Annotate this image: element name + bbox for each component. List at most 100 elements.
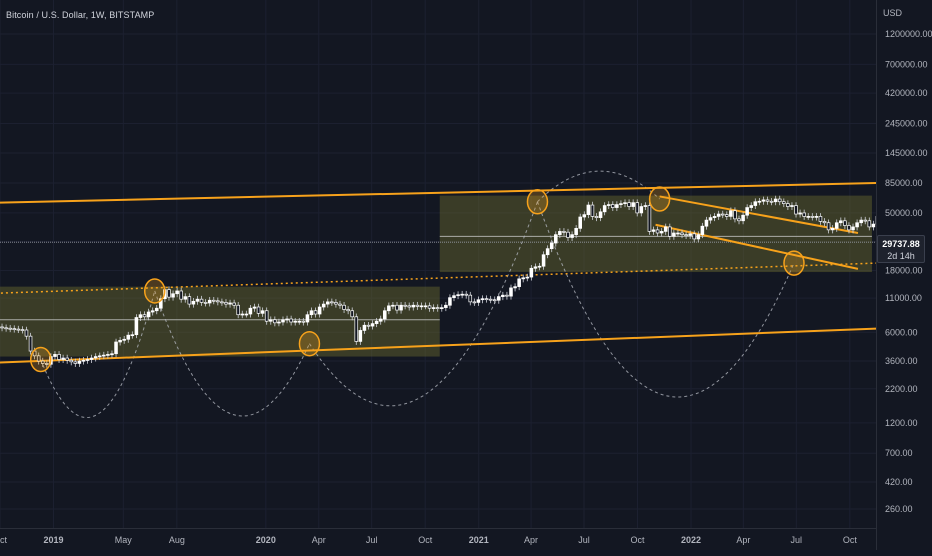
y-tick-label: 260.00 [885,504,913,514]
candle-down [566,231,570,238]
candle-up [106,354,110,356]
price-chart[interactable] [0,0,876,528]
candle-up [85,359,90,361]
range-box-2019 [0,286,440,357]
candle-down [216,300,220,303]
candle-up [374,320,379,324]
candle-up [497,296,501,301]
candle-up [444,304,448,308]
candle-up [834,222,839,229]
y-tick-label: 1200000.00 [885,29,932,39]
bar-countdown: 2d 14h [887,251,915,261]
candle-up [615,204,619,208]
candle-up [456,294,460,297]
candle-down [802,212,806,217]
y-tick-label: 18000.00 [885,265,923,275]
candle-up [798,212,802,215]
candle-up [549,242,554,250]
x-tick-label: Oct [843,535,858,545]
candle-up [578,216,582,229]
candle-down [484,298,489,301]
candle-up [700,225,705,235]
candle-down [680,232,684,235]
candle-up [712,216,717,218]
candle-down [505,294,509,297]
candle-down [73,361,78,364]
candle-down [313,310,318,315]
candle-up [61,357,65,360]
projection-arc-1 [154,290,310,417]
candle-down [627,202,631,207]
candle-up [423,305,428,308]
candle-up [440,307,444,309]
candle-up [761,199,766,202]
candle-down [427,305,432,309]
x-tick-label: Oct [0,535,7,545]
candle-up [195,298,200,302]
price-axis[interactable]: 260.00 420.00 700.00 1200.00 2200.00 3600.00 6… [876,0,932,550]
candle-down [468,294,473,303]
candle-down [203,302,208,304]
candle-up [268,319,273,322]
x-tick-label: 2020 [256,535,276,545]
candle-up [513,286,517,289]
candle-down [635,202,639,214]
candle-down [69,359,74,363]
candle-down [863,219,868,222]
mid-dotted-line [0,262,876,294]
candle-down [301,320,306,323]
projection-arc-2 [309,201,538,407]
candle-down [769,200,774,203]
candle-up [317,306,322,315]
candle-down [786,203,790,207]
candle-up [207,299,212,304]
x-tick-label: Oct [418,535,433,545]
candle-down [403,304,407,307]
candle-down [232,302,236,306]
candle-down [782,201,786,204]
candle-up [773,198,778,203]
y-tick-label: 2200.00 [885,384,918,394]
candle-up [806,216,811,218]
candle-down [342,304,346,310]
y-tick-label: 420000.00 [885,88,928,98]
candle-up [277,321,281,324]
candle-down [24,329,29,337]
candle-up [53,354,57,357]
candle-down [826,222,831,231]
candle-up [525,276,530,279]
candle-down [725,214,729,217]
candle-up [602,205,607,213]
time-axis-ticks: Oct 2019 May Aug 2020 Apr Jul Oct 2021 Apr Jul Oct 2… [0,535,858,545]
y-tick-label: 1200.00 [885,418,918,428]
candle-up [154,307,159,312]
candle-up [378,318,383,322]
candle-up [252,306,257,309]
candle-down [211,299,216,302]
candle-up [830,228,835,231]
candle-up [358,330,363,342]
candle-down [256,306,261,314]
candle-down [4,327,8,330]
candle-down [366,324,371,327]
candle-up [126,334,131,340]
candle-up [431,307,436,309]
candle-up [814,216,819,218]
candle-up [631,202,635,207]
candle-up [171,293,175,298]
candle-up [688,233,692,236]
descending-lower-line [655,223,859,270]
candle-down [562,231,566,233]
candle-up [102,354,106,357]
y-tick-label: 145000.00 [885,148,928,158]
marker-circle-3 [526,188,549,215]
candle-up [293,320,297,323]
candle-up [411,304,416,308]
x-tick-label: Jul [366,535,378,545]
candle-up [558,231,562,235]
candle-up [325,301,330,305]
time-axis[interactable]: Oct 2019 May Aug 2020 Apr Jul Oct 2021 Apr Jul Oct 2… [0,528,876,551]
candle-down [289,318,293,323]
marker-circle-4 [648,186,671,212]
